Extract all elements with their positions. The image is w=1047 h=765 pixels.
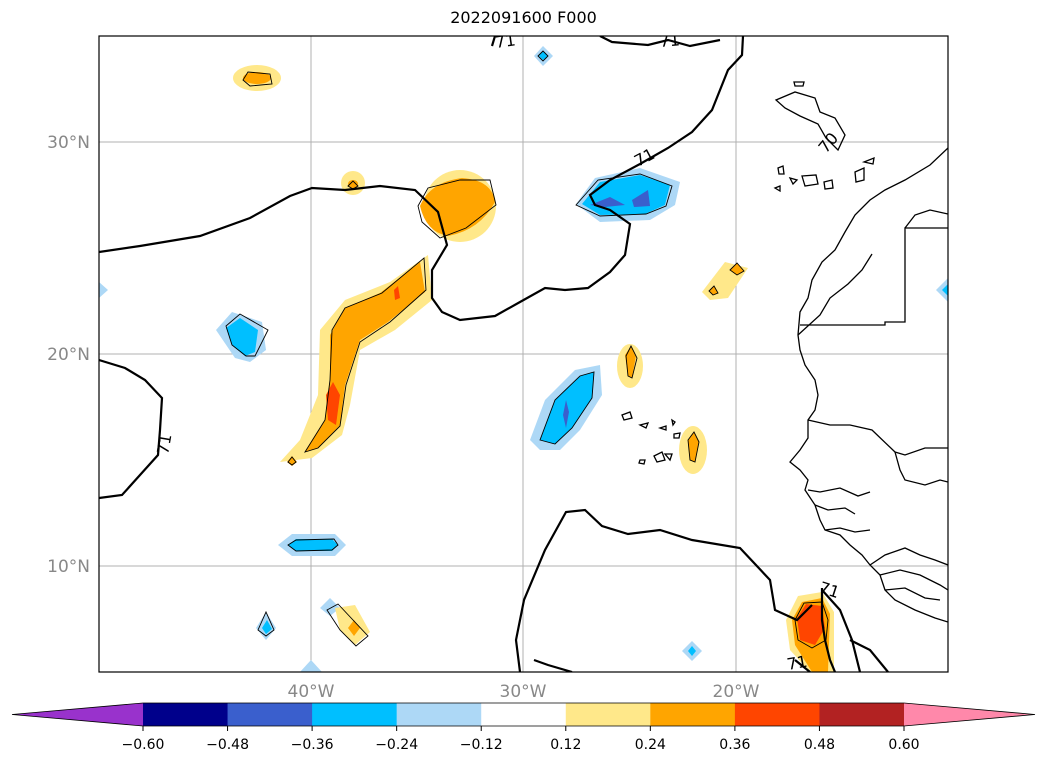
colorbar-segment xyxy=(481,703,567,726)
contour-label: 71 xyxy=(153,432,175,455)
hot-core xyxy=(394,286,400,300)
colorbar-segment xyxy=(565,703,651,726)
cool-patch xyxy=(288,539,338,551)
cool-patch xyxy=(688,646,696,656)
cool-patch xyxy=(300,660,322,672)
cool-patch xyxy=(262,620,272,634)
colorbar-segment xyxy=(227,703,313,726)
colorbar-extend-max xyxy=(904,703,1035,726)
warm-patch xyxy=(420,178,495,236)
warm-patch xyxy=(348,180,358,188)
colorbar-segment xyxy=(312,703,398,726)
cool-patch xyxy=(99,282,108,298)
cool-core xyxy=(563,400,569,428)
lon-label-40w: 40°W xyxy=(288,682,335,702)
map-title: 2022091600 F000 xyxy=(450,8,597,27)
colorbar-segment xyxy=(143,703,229,726)
colorbar-tick-label: −0.60 xyxy=(122,737,165,753)
colorbar-tick-label: −0.24 xyxy=(375,737,418,753)
colorbar-tick-label: 0.12 xyxy=(550,737,581,753)
colorbar-tick-label: 0.60 xyxy=(888,737,919,753)
coastlines xyxy=(621,81,948,623)
cool-core xyxy=(590,197,625,207)
lon-label-20w: 20°W xyxy=(713,682,760,702)
map-frame xyxy=(98,35,949,673)
lat-label-30n: 30°N xyxy=(47,133,90,153)
map-content: 71 71 71 70 71 71 71 xyxy=(99,30,948,674)
colorbar-tick-label: −0.12 xyxy=(460,737,503,753)
cool-core xyxy=(632,190,650,207)
contour-label: 71 xyxy=(659,30,681,51)
hot-core xyxy=(326,382,340,425)
colorbar-extend-min xyxy=(12,703,143,726)
colorbar-segment xyxy=(819,703,905,726)
lat-label-10n: 10°N xyxy=(47,557,90,577)
colorbar-tick-label: −0.36 xyxy=(291,737,334,753)
colorbar-tick-label: 0.48 xyxy=(804,737,835,753)
colorbar-segment xyxy=(734,703,820,726)
cool-patch xyxy=(320,598,340,616)
contour-label: 71 xyxy=(494,30,517,52)
colorbar-tick-label: 0.36 xyxy=(719,737,750,753)
colorbar-tick-label: −0.48 xyxy=(206,737,249,753)
colorbar: −0.60 −0.48 −0.36 −0.24 −0.12 0.12 0.24 0.36 0.4… xyxy=(11,702,1036,753)
mean-contours xyxy=(99,36,889,672)
anomaly-fills xyxy=(99,46,948,672)
lat-label-20n: 20°N xyxy=(47,345,90,365)
colorbar-tick-label: 0.24 xyxy=(635,737,666,753)
warm-patch xyxy=(243,72,271,84)
colorbar-segment xyxy=(650,703,736,726)
colorbar-segment xyxy=(396,703,482,726)
lon-label-30w: 30°W xyxy=(500,682,547,702)
cool-patch xyxy=(942,284,948,296)
contour-label: 71 xyxy=(785,652,808,674)
anomaly-outlines xyxy=(225,50,829,649)
